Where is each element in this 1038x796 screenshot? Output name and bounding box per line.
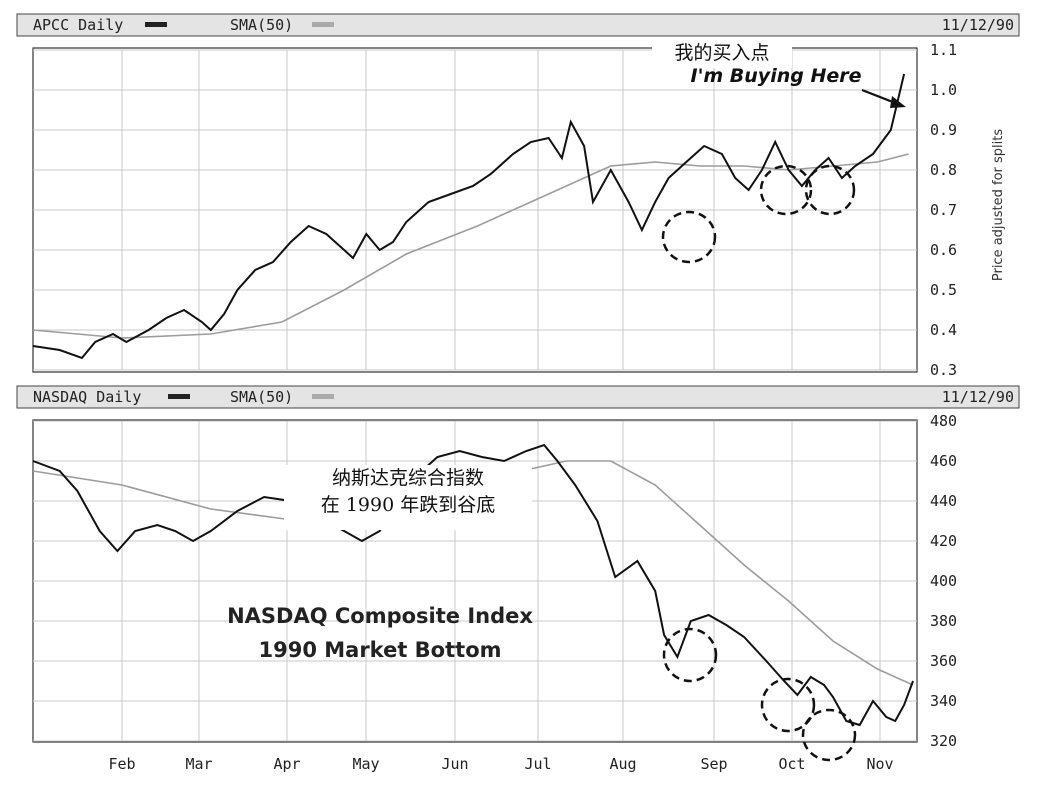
bottom-sma-line <box>32 460 914 686</box>
bottom-y-tick-label: 420 <box>930 532 957 550</box>
x-tick-label: Sep <box>700 755 727 773</box>
bottom-y-tick-label: 340 <box>930 692 957 710</box>
bottom-panel: NASDAQ Daily SMA(50) 11/12/90 3203403603… <box>16 385 1020 773</box>
bottom-y-tick-label: 400 <box>930 572 957 590</box>
top-y-tick-label: 0.4 <box>930 321 957 339</box>
cn-annotation-box: 纳斯达克综合指数 在 1990 年跌到谷底 <box>284 465 532 530</box>
top-price-line <box>32 73 906 360</box>
bottom-support-circle-3 <box>801 708 857 762</box>
bottom-support-circle-2 <box>760 677 816 733</box>
top-panel: APCC Daily SMA(50) 11/12/90 0.3 0.4 0.5 0.6… <box>16 13 1020 379</box>
bottom-y-tick-label: 440 <box>930 492 957 510</box>
top-y-tick-label: 0.6 <box>930 241 957 259</box>
x-tick-labels: Feb Mar Apr May Jun Jul Aug Sep Oct Nov <box>108 755 893 773</box>
top-sma-label: SMA(50) <box>230 16 293 34</box>
bottom-header-date: 11/12/90 <box>942 388 1014 406</box>
top-y-tick-label: 0.8 <box>930 161 957 179</box>
top-symbol-label: APCC Daily <box>33 16 123 34</box>
top-y-tick-label: 1.1 <box>930 41 957 59</box>
top-sma-legend-swatch <box>312 22 334 27</box>
buy-annotation-bg <box>652 38 792 68</box>
top-y-tick-label: 0.7 <box>930 201 957 219</box>
x-tick-label: Mar <box>185 755 212 773</box>
top-header-bar <box>16 13 1020 37</box>
top-y-tick-label: 0.9 <box>930 121 957 139</box>
top-y-tick-label: 1.0 <box>930 81 957 99</box>
bottom-sma-legend-swatch <box>312 394 334 399</box>
x-tick-label: Jun <box>441 755 468 773</box>
bottom-title-line2: 1990 Market Bottom <box>259 638 502 662</box>
x-tick-label: Feb <box>108 755 135 773</box>
top-grid <box>33 49 917 371</box>
x-tick-label: Jul <box>524 755 551 773</box>
buy-annotation-cn: 我的买入点 <box>674 42 769 64</box>
x-tick-label: Apr <box>273 755 300 773</box>
bottom-y-tick-label: 380 <box>930 612 957 630</box>
bottom-y-tick-label: 480 <box>930 412 957 430</box>
bottom-support-circle-1 <box>662 627 718 683</box>
bottom-title-line1: NASDAQ Composite Index <box>227 604 533 628</box>
top-header-date: 11/12/90 <box>942 16 1014 34</box>
bottom-symbol-label: NASDAQ Daily <box>33 388 141 406</box>
bottom-price-line <box>32 443 914 727</box>
top-y-tick-labels: 0.3 0.4 0.5 0.6 0.7 0.8 0.9 1.0 1.1 <box>930 41 957 379</box>
top-price-legend-swatch <box>145 22 167 27</box>
cn-annotation-line2: 在 1990 年跌到谷底 <box>320 494 496 516</box>
bottom-y-tick-labels: 320 340 360 380 400 420 440 460 480 <box>930 412 957 750</box>
top-support-circle-2 <box>759 164 813 216</box>
bottom-price-legend-swatch <box>168 394 190 399</box>
bottom-y-tick-label: 360 <box>930 652 957 670</box>
x-tick-label: May <box>352 755 379 773</box>
bottom-header-bar <box>16 385 1020 409</box>
buy-arrow-head <box>890 96 906 108</box>
top-sma-line <box>32 153 909 339</box>
top-y-tick-label: 0.5 <box>930 281 957 299</box>
top-y-tick-label: 0.3 <box>930 361 957 379</box>
cn-annotation-line1: 纳斯达克综合指数 <box>331 467 484 489</box>
bottom-y-tick-label: 320 <box>930 732 957 750</box>
x-tick-label: Nov <box>866 755 893 773</box>
top-y-axis-label: Price adjusted for splits <box>991 129 1006 282</box>
top-support-circle-3 <box>804 164 856 216</box>
x-tick-label: Oct <box>778 755 805 773</box>
x-tick-label: Aug <box>609 755 636 773</box>
bottom-grid <box>33 420 917 742</box>
top-support-circle-1 <box>661 210 717 264</box>
buy-annotation-en: I'm Buying Here <box>691 65 862 87</box>
bottom-y-tick-label: 460 <box>930 452 957 470</box>
bottom-sma-label: SMA(50) <box>230 388 293 406</box>
